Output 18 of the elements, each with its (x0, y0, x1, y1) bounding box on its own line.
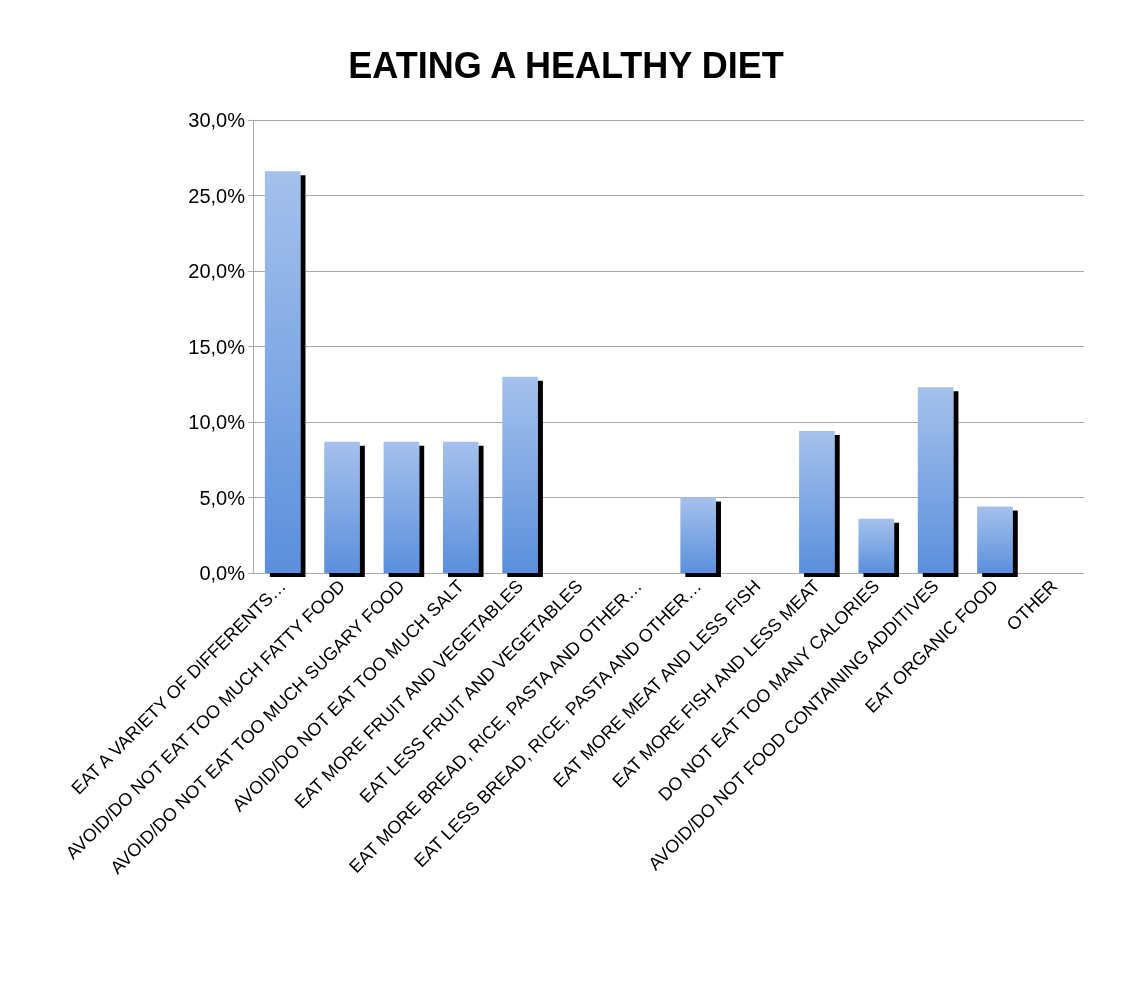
bar (324, 441, 360, 573)
bar (858, 518, 895, 573)
bar (442, 441, 479, 573)
y-tick-label: 30,0% (188, 109, 246, 131)
bar (680, 497, 716, 573)
bar (502, 376, 538, 573)
bar (799, 431, 835, 573)
bar (917, 387, 954, 573)
y-tick-label: 10,0% (188, 411, 246, 433)
bar (383, 441, 420, 573)
y-tick-label: 0,0% (199, 562, 246, 584)
y-tick-label: 5,0% (199, 486, 246, 509)
bar (977, 506, 1013, 573)
y-tick-label: 20,0% (188, 260, 246, 282)
y-tick-label: 15,0% (188, 335, 246, 358)
bar (264, 171, 301, 573)
y-tick-label: 25,0% (188, 184, 246, 207)
chart-title: EATING A HEALTHY DIET (348, 44, 784, 86)
